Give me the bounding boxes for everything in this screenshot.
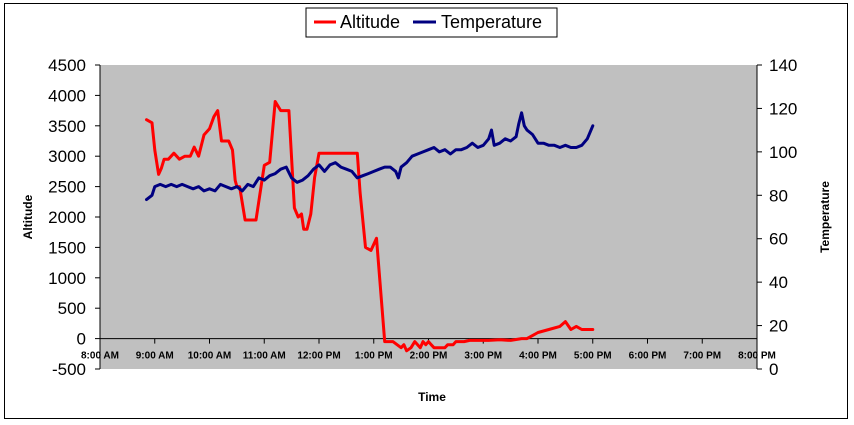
right-tick-label: 0 xyxy=(769,360,778,379)
x-tick-label: 7:00 PM xyxy=(683,351,721,362)
right-tick-label: 140 xyxy=(769,56,797,75)
left-tick-label: 2500 xyxy=(48,178,86,197)
series-line-altitude xyxy=(145,100,595,353)
y-axis-label-right: Temperature xyxy=(818,181,832,253)
right-tick-label: 20 xyxy=(769,317,788,336)
x-tick-label: 6:00 PM xyxy=(629,351,667,362)
right-tick-label: 80 xyxy=(769,186,788,205)
legend-label-altitude: Altitude xyxy=(340,12,400,32)
right-tick-label: 40 xyxy=(769,273,788,292)
x-axis-label: Time xyxy=(418,390,446,404)
x-axis: 8:00 AM 9:00 AM 10:00 AM 11:00 AM 12:00 PM 1:… xyxy=(81,338,776,362)
x-tick-label: 10:00 AM xyxy=(188,351,232,362)
x-tick-label: 9:00 AM xyxy=(136,351,174,362)
left-tick-label: 4000 xyxy=(48,86,86,105)
series-group xyxy=(145,100,595,353)
legend-label-temperature: Temperature xyxy=(441,12,542,32)
y-axis-label-left: Altitude xyxy=(21,194,35,239)
x-tick-label: 11:00 AM xyxy=(243,351,286,362)
left-tick-label: 1500 xyxy=(48,238,86,257)
left-axis: 4500 4000 3500 3000 2500 2000 1500 1000 500 0 -500 xyxy=(48,56,101,379)
x-tick-label: 5:00 PM xyxy=(574,351,612,362)
x-tick-label: 1:00 PM xyxy=(355,351,393,362)
x-tick-label: 2:00 PM xyxy=(410,351,448,362)
left-tick-label: 3000 xyxy=(48,147,86,166)
plot-area xyxy=(100,65,757,369)
x-tick-label: 12:00 PM xyxy=(297,351,340,362)
right-axis: 140 120 100 80 60 40 20 0 xyxy=(756,56,797,379)
left-tick-label: 0 xyxy=(77,330,86,349)
x-tick-label: 8:00 PM xyxy=(738,351,776,362)
x-tick-label: 8:00 AM xyxy=(81,351,119,362)
x-tick-label: 4:00 PM xyxy=(519,351,557,362)
right-tick-label: 60 xyxy=(769,230,788,249)
series-line-temperature xyxy=(145,111,595,202)
right-tick-label: 120 xyxy=(769,99,797,118)
left-tick-label: -500 xyxy=(52,360,86,379)
left-tick-label: 500 xyxy=(58,299,86,318)
legend: Altitude Temperature xyxy=(305,7,558,38)
left-tick-label: 1000 xyxy=(48,269,86,288)
x-tick-label: 3:00 PM xyxy=(464,351,502,362)
right-tick-label: 100 xyxy=(769,143,797,162)
left-tick-label: 3500 xyxy=(48,117,86,136)
left-tick-label: 2000 xyxy=(48,208,86,227)
left-tick-label: 4500 xyxy=(48,56,86,75)
